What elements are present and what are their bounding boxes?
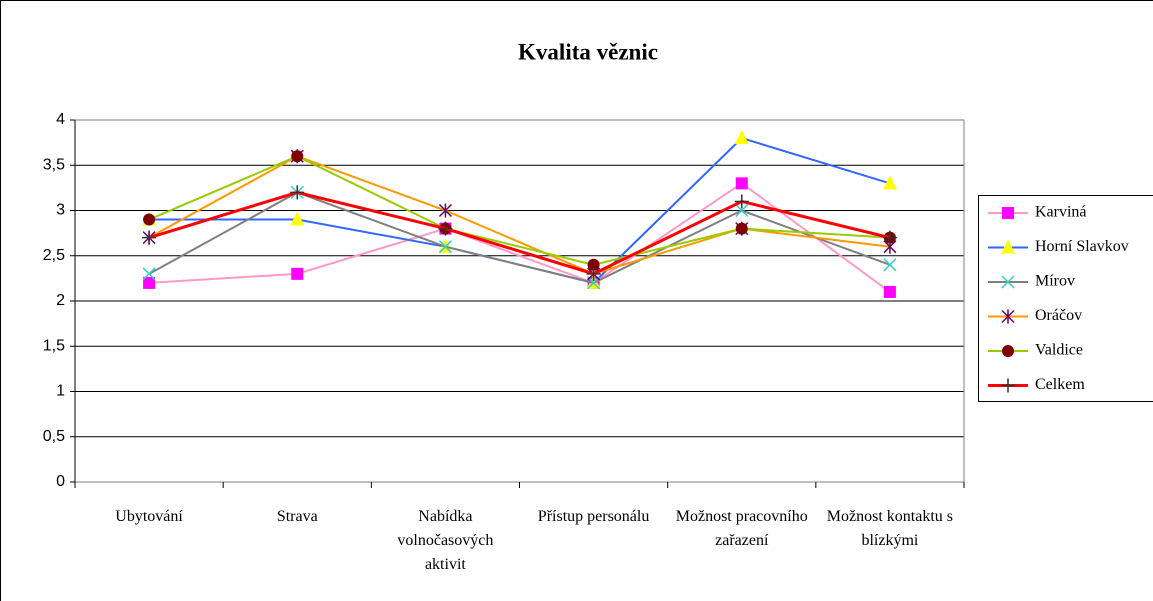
y-tick-label: 2 (56, 292, 65, 309)
marker (883, 285, 896, 298)
marker (734, 194, 749, 209)
series-line (148, 190, 891, 276)
x-tick-label: Strava (276, 508, 318, 525)
marker (882, 230, 897, 245)
marker (291, 150, 304, 163)
y-tick-label: 1 (56, 383, 65, 400)
legend-label: Oráčov (1035, 307, 1082, 324)
x-tick-label: Možnost pracovního zařazení (675, 508, 808, 549)
marker (734, 130, 749, 145)
marker (587, 258, 600, 271)
marker (143, 276, 156, 289)
legend-box (978, 195, 1153, 402)
series-line (148, 155, 891, 275)
series-line (148, 155, 890, 266)
x-tick-label: Možnost kontaktu s blízkými (826, 508, 954, 549)
y-tick-label: 2,5 (43, 247, 65, 264)
x-tick-label: Přístup personálu (537, 508, 650, 525)
x-tick-label: Ubytování (115, 508, 183, 525)
marker (290, 185, 305, 200)
marker (290, 211, 305, 226)
marker (438, 221, 453, 236)
marker (142, 230, 157, 245)
y-tick-label: 0,5 (43, 428, 65, 445)
chart-title: Kvalita věznic (518, 39, 658, 64)
series-line (148, 191, 891, 284)
legend-label: Horní Slavkov (1035, 238, 1129, 255)
marker (735, 177, 748, 190)
marker (586, 266, 601, 281)
marker (1001, 275, 1015, 289)
marker (882, 175, 897, 190)
x-tick-label: Nabídka volnočasových aktivit (397, 508, 494, 573)
y-tick-label: 4 (56, 111, 65, 128)
marker (1002, 345, 1014, 357)
marker (1001, 309, 1015, 324)
legend-label: Mírov (1035, 273, 1075, 290)
marker (142, 267, 156, 281)
y-tick-label: 3,5 (43, 156, 65, 173)
legend-label: Karviná (1035, 204, 1087, 221)
marker (735, 203, 749, 218)
marker (735, 222, 748, 235)
y-tick-label: 0 (56, 473, 65, 490)
series-line (149, 182, 891, 293)
marker (438, 203, 452, 218)
marker (883, 258, 897, 272)
marker (1002, 207, 1014, 219)
marker (1001, 378, 1015, 393)
marker (291, 267, 304, 280)
legend-label: Celkem (1035, 376, 1085, 393)
marker (438, 240, 452, 254)
marker (143, 213, 156, 226)
marker (1001, 239, 1015, 254)
legend-label: Valdice (1035, 342, 1083, 359)
y-tick-label: 1,5 (43, 337, 65, 354)
y-tick-label: 3 (56, 202, 65, 219)
